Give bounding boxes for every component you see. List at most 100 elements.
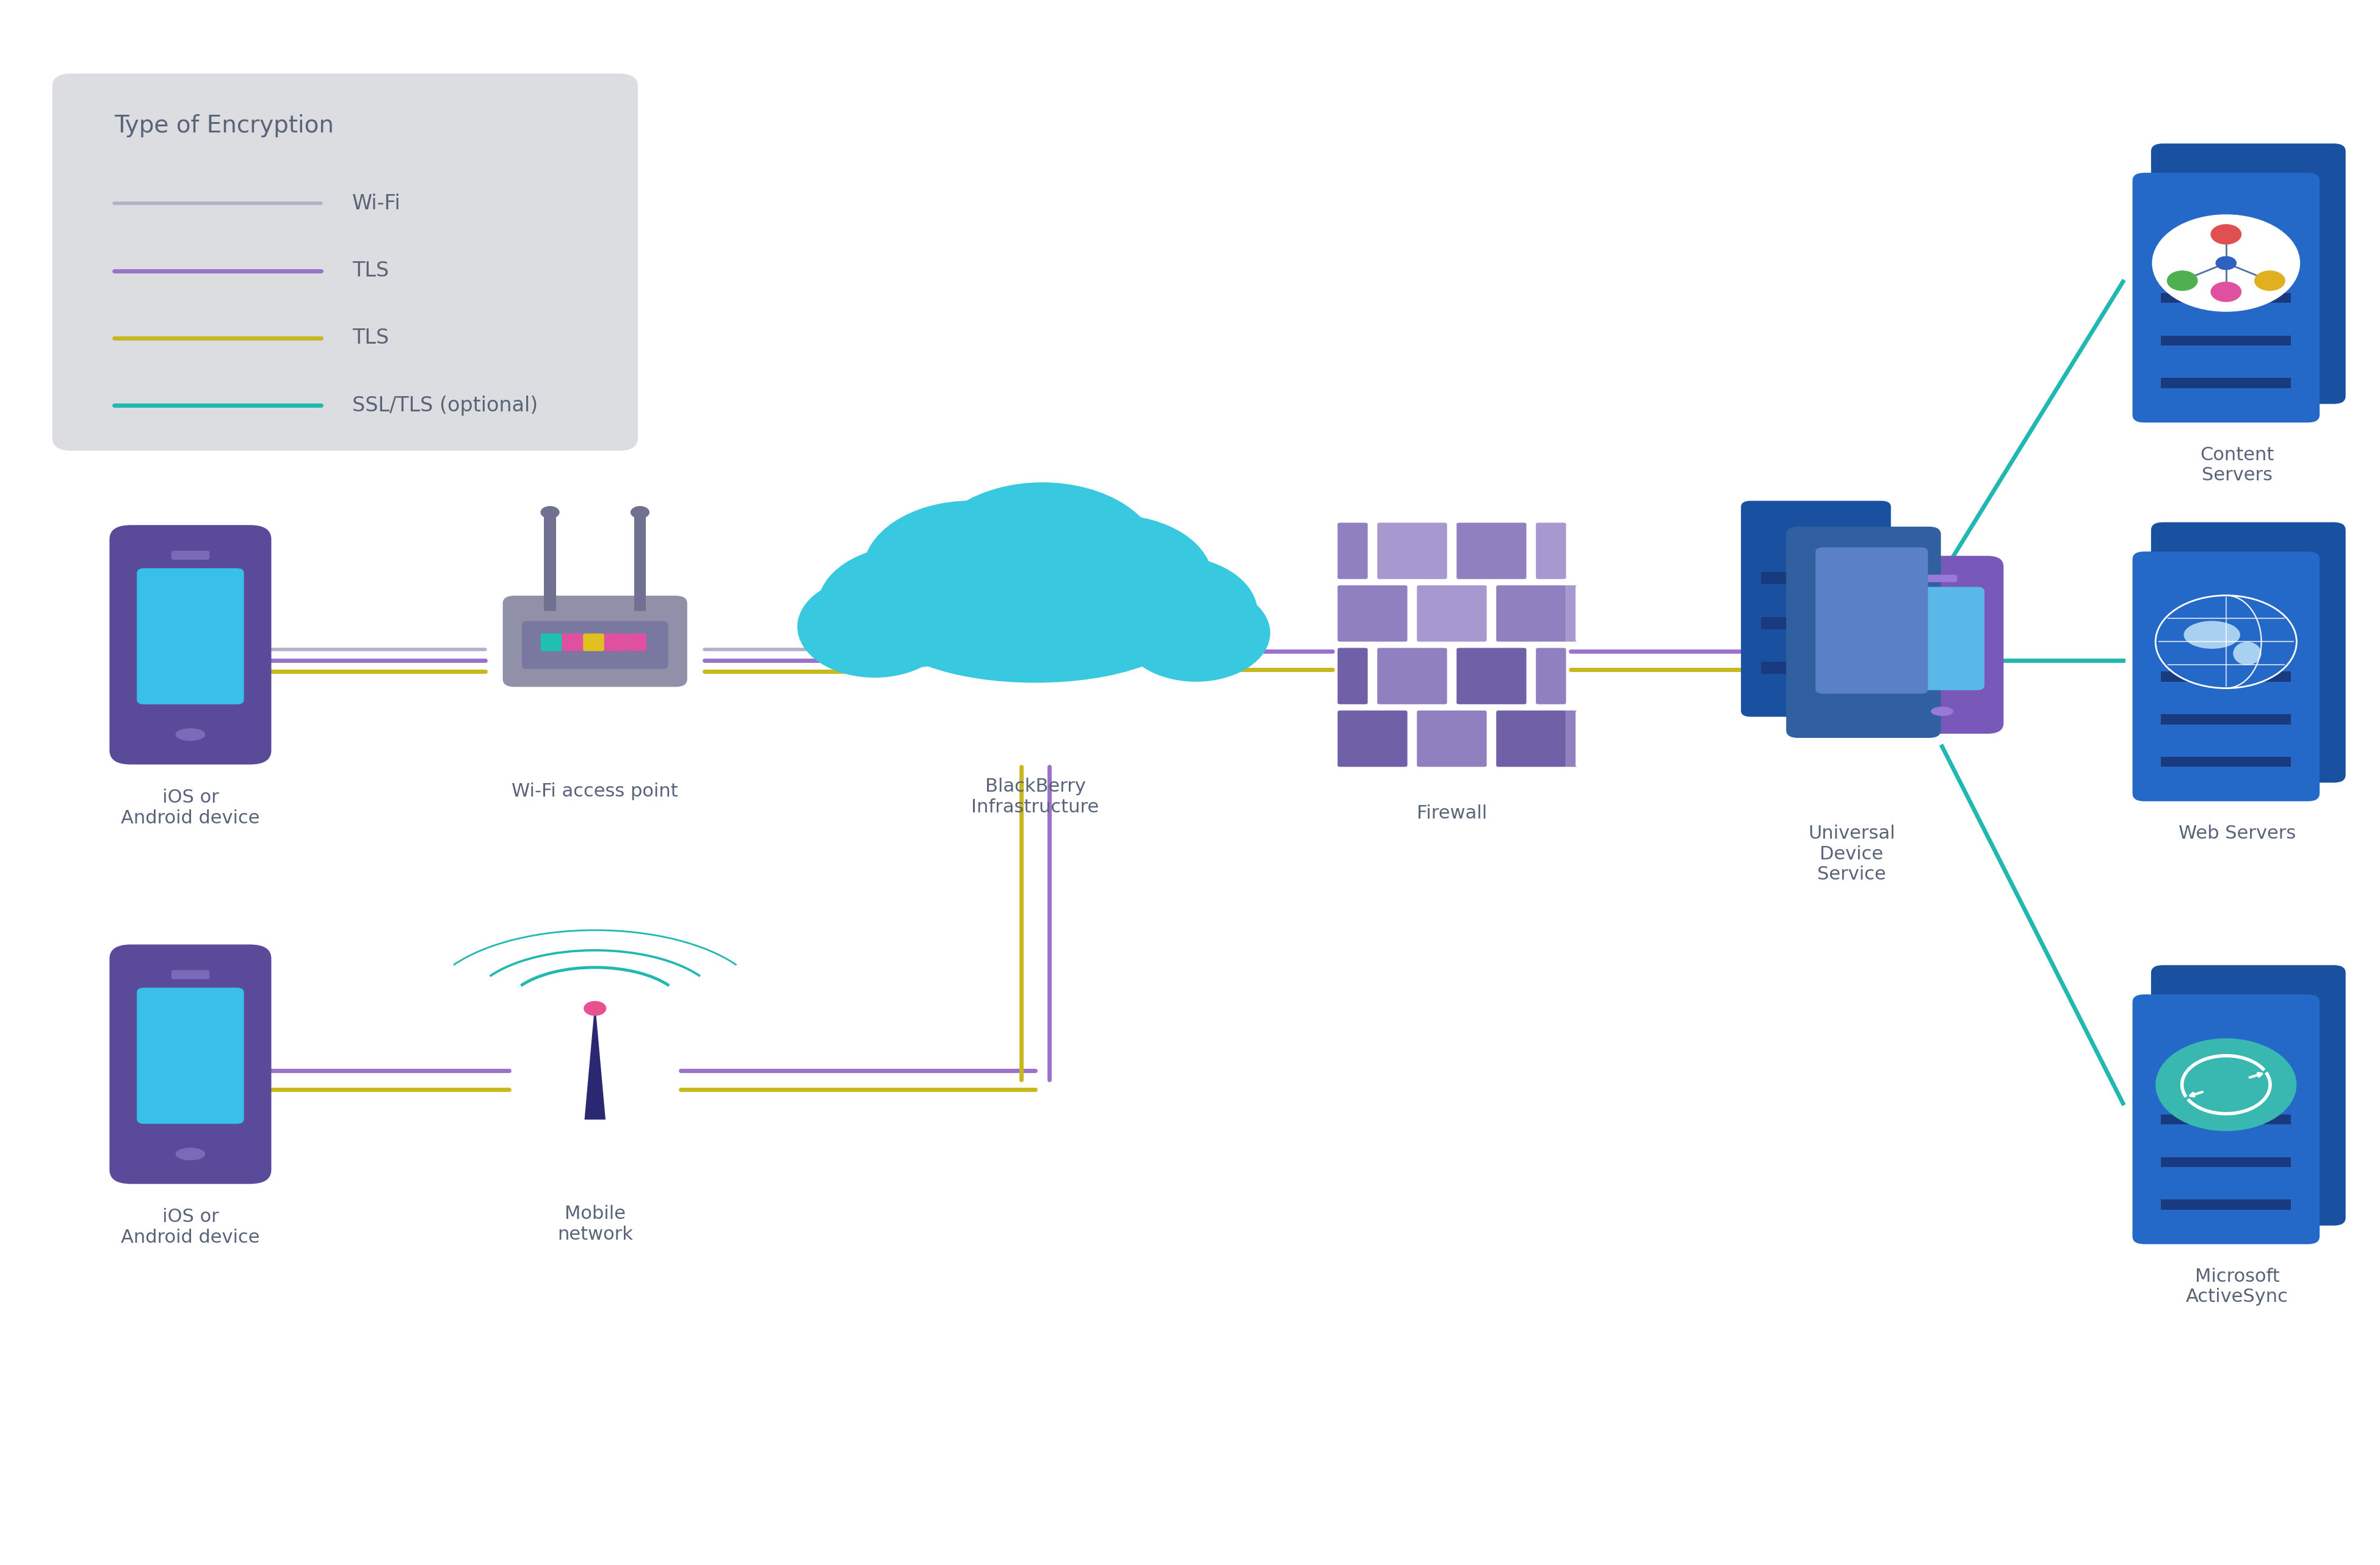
Bar — [2161, 293, 2292, 304]
FancyBboxPatch shape — [1785, 527, 1942, 739]
Bar — [2161, 1157, 2292, 1167]
Circle shape — [2216, 257, 2237, 271]
Ellipse shape — [2232, 642, 2261, 665]
FancyBboxPatch shape — [1816, 548, 1928, 693]
Circle shape — [862, 501, 1078, 643]
FancyBboxPatch shape — [1535, 648, 1566, 704]
Bar — [2161, 714, 2292, 725]
Ellipse shape — [176, 728, 205, 740]
Bar — [2161, 629, 2292, 639]
Text: Microsoft
ActiveSync: Microsoft ActiveSync — [2185, 1268, 2290, 1305]
FancyBboxPatch shape — [626, 634, 647, 651]
Circle shape — [819, 546, 1004, 668]
FancyBboxPatch shape — [562, 634, 583, 651]
FancyBboxPatch shape — [109, 945, 271, 1185]
Bar — [2161, 757, 2292, 767]
FancyBboxPatch shape — [1564, 711, 1578, 767]
FancyBboxPatch shape — [1338, 648, 1368, 704]
FancyBboxPatch shape — [109, 526, 271, 765]
Text: iOS or
Android device: iOS or Android device — [121, 789, 259, 826]
Circle shape — [1085, 556, 1257, 670]
Circle shape — [2166, 271, 2197, 291]
Text: SSL/TLS (optional): SSL/TLS (optional) — [352, 396, 538, 415]
Text: TLS: TLS — [352, 329, 388, 347]
Text: iOS or
Android device: iOS or Android device — [121, 1208, 259, 1246]
FancyBboxPatch shape — [1497, 585, 1566, 642]
Circle shape — [2211, 282, 2242, 302]
FancyBboxPatch shape — [1378, 648, 1447, 704]
Text: Web Servers: Web Servers — [2178, 825, 2297, 842]
FancyBboxPatch shape — [1899, 587, 1985, 690]
Circle shape — [926, 482, 1159, 637]
Circle shape — [631, 505, 650, 518]
FancyBboxPatch shape — [2132, 994, 2320, 1244]
FancyBboxPatch shape — [171, 551, 209, 560]
Circle shape — [1797, 610, 1835, 635]
FancyBboxPatch shape — [1928, 574, 1956, 582]
FancyBboxPatch shape — [1338, 523, 1368, 579]
Text: Wi-Fi: Wi-Fi — [352, 194, 400, 213]
Bar — [1761, 573, 1866, 584]
Bar — [2161, 335, 2292, 346]
Circle shape — [1014, 515, 1214, 645]
FancyBboxPatch shape — [2132, 172, 2320, 423]
FancyBboxPatch shape — [2152, 966, 2347, 1225]
FancyBboxPatch shape — [1535, 523, 1566, 579]
FancyBboxPatch shape — [1457, 523, 1526, 579]
Circle shape — [1121, 584, 1271, 682]
Circle shape — [2211, 224, 2242, 244]
Circle shape — [2156, 1038, 2297, 1131]
FancyBboxPatch shape — [2132, 551, 2320, 801]
FancyBboxPatch shape — [2152, 144, 2347, 404]
Bar — [2161, 1200, 2292, 1210]
FancyBboxPatch shape — [1338, 711, 1407, 767]
Circle shape — [2152, 214, 2299, 311]
FancyBboxPatch shape — [521, 621, 669, 668]
Text: BlackBerry
Infrastructure: BlackBerry Infrastructure — [971, 778, 1100, 815]
Bar — [2161, 1072, 2292, 1081]
Circle shape — [2254, 271, 2285, 291]
Bar — [2161, 250, 2292, 260]
Circle shape — [540, 505, 559, 518]
Text: TLS: TLS — [352, 261, 388, 280]
FancyBboxPatch shape — [1457, 648, 1526, 704]
Text: Mobile
network: Mobile network — [557, 1205, 633, 1243]
FancyBboxPatch shape — [1338, 585, 1407, 642]
Bar — [2161, 379, 2292, 388]
Polygon shape — [585, 1003, 605, 1119]
FancyBboxPatch shape — [138, 988, 245, 1124]
Text: Type of Encryption: Type of Encryption — [114, 114, 333, 138]
Text: Wi-Fi access point: Wi-Fi access point — [512, 782, 678, 800]
Ellipse shape — [2185, 621, 2240, 649]
FancyBboxPatch shape — [1564, 585, 1578, 642]
Text: Firewall: Firewall — [1416, 804, 1488, 822]
Bar — [2161, 671, 2292, 682]
FancyBboxPatch shape — [1740, 501, 1890, 717]
Bar — [545, 512, 557, 612]
FancyBboxPatch shape — [52, 74, 638, 451]
FancyBboxPatch shape — [583, 634, 605, 651]
FancyBboxPatch shape — [171, 970, 209, 980]
Text: Content
Servers: Content Servers — [2199, 446, 2275, 484]
Bar — [1761, 662, 1866, 675]
FancyBboxPatch shape — [1497, 711, 1566, 767]
Ellipse shape — [883, 571, 1188, 682]
FancyBboxPatch shape — [1378, 523, 1447, 579]
FancyBboxPatch shape — [2152, 523, 2347, 782]
Circle shape — [583, 1002, 607, 1016]
Ellipse shape — [176, 1147, 205, 1160]
FancyBboxPatch shape — [138, 568, 245, 704]
FancyBboxPatch shape — [605, 634, 626, 651]
Ellipse shape — [1930, 707, 1954, 717]
FancyBboxPatch shape — [502, 596, 688, 687]
Circle shape — [797, 576, 952, 678]
FancyBboxPatch shape — [1880, 556, 2004, 734]
FancyBboxPatch shape — [1416, 711, 1488, 767]
Bar — [633, 512, 645, 612]
Text: Universal
Device
Service: Universal Device Service — [1809, 825, 1894, 884]
Bar — [1761, 617, 1866, 629]
Bar — [2161, 1114, 2292, 1125]
Circle shape — [2156, 595, 2297, 689]
FancyBboxPatch shape — [1416, 585, 1488, 642]
FancyBboxPatch shape — [540, 634, 562, 651]
